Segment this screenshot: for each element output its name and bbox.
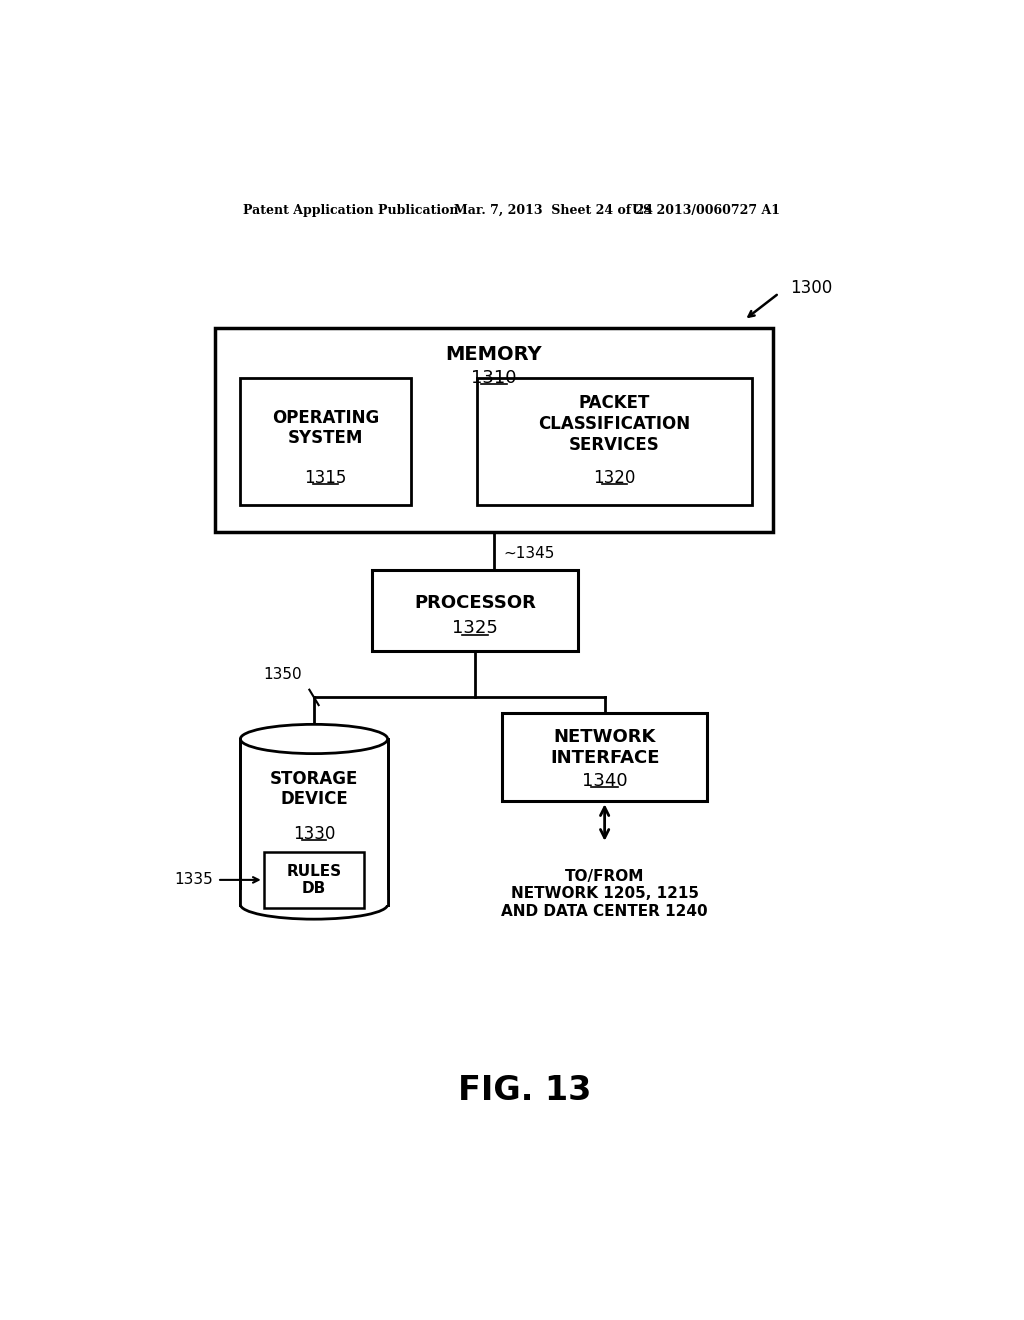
Bar (241, 739, 388, 904)
Text: 1340: 1340 (582, 772, 628, 789)
Bar (502, 713, 708, 801)
Bar (241, 890, 388, 904)
Text: ~1345: ~1345 (503, 546, 554, 561)
Ellipse shape (241, 890, 388, 919)
Text: Patent Application Publication: Patent Application Publication (243, 205, 458, 218)
Text: 1350: 1350 (264, 667, 302, 682)
Text: PACKET
CLASSIFICATION
SERVICES: PACKET CLASSIFICATION SERVICES (539, 395, 690, 454)
Text: FIG. 13: FIG. 13 (458, 1073, 592, 1106)
Text: TO/FROM
NETWORK 1205, 1215
AND DATA CENTER 1240: TO/FROM NETWORK 1205, 1215 AND DATA CENT… (502, 869, 708, 919)
Text: 1310: 1310 (471, 368, 516, 387)
Text: NETWORK
INTERFACE: NETWORK INTERFACE (550, 729, 659, 767)
Text: 1315: 1315 (304, 469, 347, 487)
Text: OPERATING
SYSTEM: OPERATING SYSTEM (272, 408, 379, 447)
Text: 1330: 1330 (293, 825, 335, 842)
Bar (263, 853, 365, 908)
Text: STORAGE
DEVICE: STORAGE DEVICE (269, 770, 358, 808)
Text: 1320: 1320 (593, 469, 636, 487)
Bar (477, 378, 752, 506)
Bar (372, 570, 578, 651)
Bar (241, 378, 411, 506)
Text: 1335: 1335 (174, 873, 213, 887)
Text: 1325: 1325 (452, 619, 498, 638)
Text: RULES
DB: RULES DB (287, 863, 342, 896)
Text: 1300: 1300 (791, 279, 833, 297)
Ellipse shape (241, 725, 388, 754)
Text: Mar. 7, 2013  Sheet 24 of 24: Mar. 7, 2013 Sheet 24 of 24 (454, 205, 652, 218)
Text: US 2013/0060727 A1: US 2013/0060727 A1 (632, 205, 779, 218)
Text: MEMORY: MEMORY (445, 346, 542, 364)
Text: PROCESSOR: PROCESSOR (414, 594, 536, 611)
Bar (215, 327, 773, 532)
